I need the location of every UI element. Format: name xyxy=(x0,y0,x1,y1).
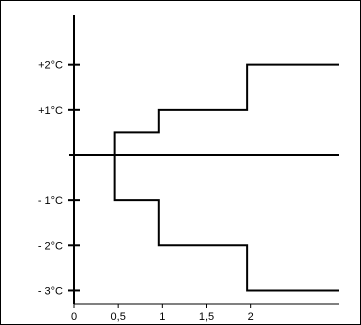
series-layer xyxy=(113,63,339,292)
x-tick-label: 1 xyxy=(159,311,165,323)
y-axis-ticks: +2°C +1°C - 1°C - 2°C - 3°C xyxy=(38,60,80,297)
lower-step-line xyxy=(113,154,339,292)
y-tick-label: - 3°C xyxy=(38,285,63,297)
y-tick-label: +1°C xyxy=(38,105,63,117)
x-tick-label: 0,5 xyxy=(111,311,126,323)
y-tick-label: - 1°C xyxy=(38,195,63,207)
y-tick-label: +2°C xyxy=(38,60,63,72)
x-tick-label: 2 xyxy=(248,311,254,323)
y-tick-label: - 2°C xyxy=(38,240,63,252)
x-tick-label: 1,5 xyxy=(199,311,214,323)
x-tick-label: 0 xyxy=(71,311,77,323)
x-axis-ticks: 0 0,5 1 1,5 2 xyxy=(71,304,254,323)
upper-step-line xyxy=(113,63,339,155)
